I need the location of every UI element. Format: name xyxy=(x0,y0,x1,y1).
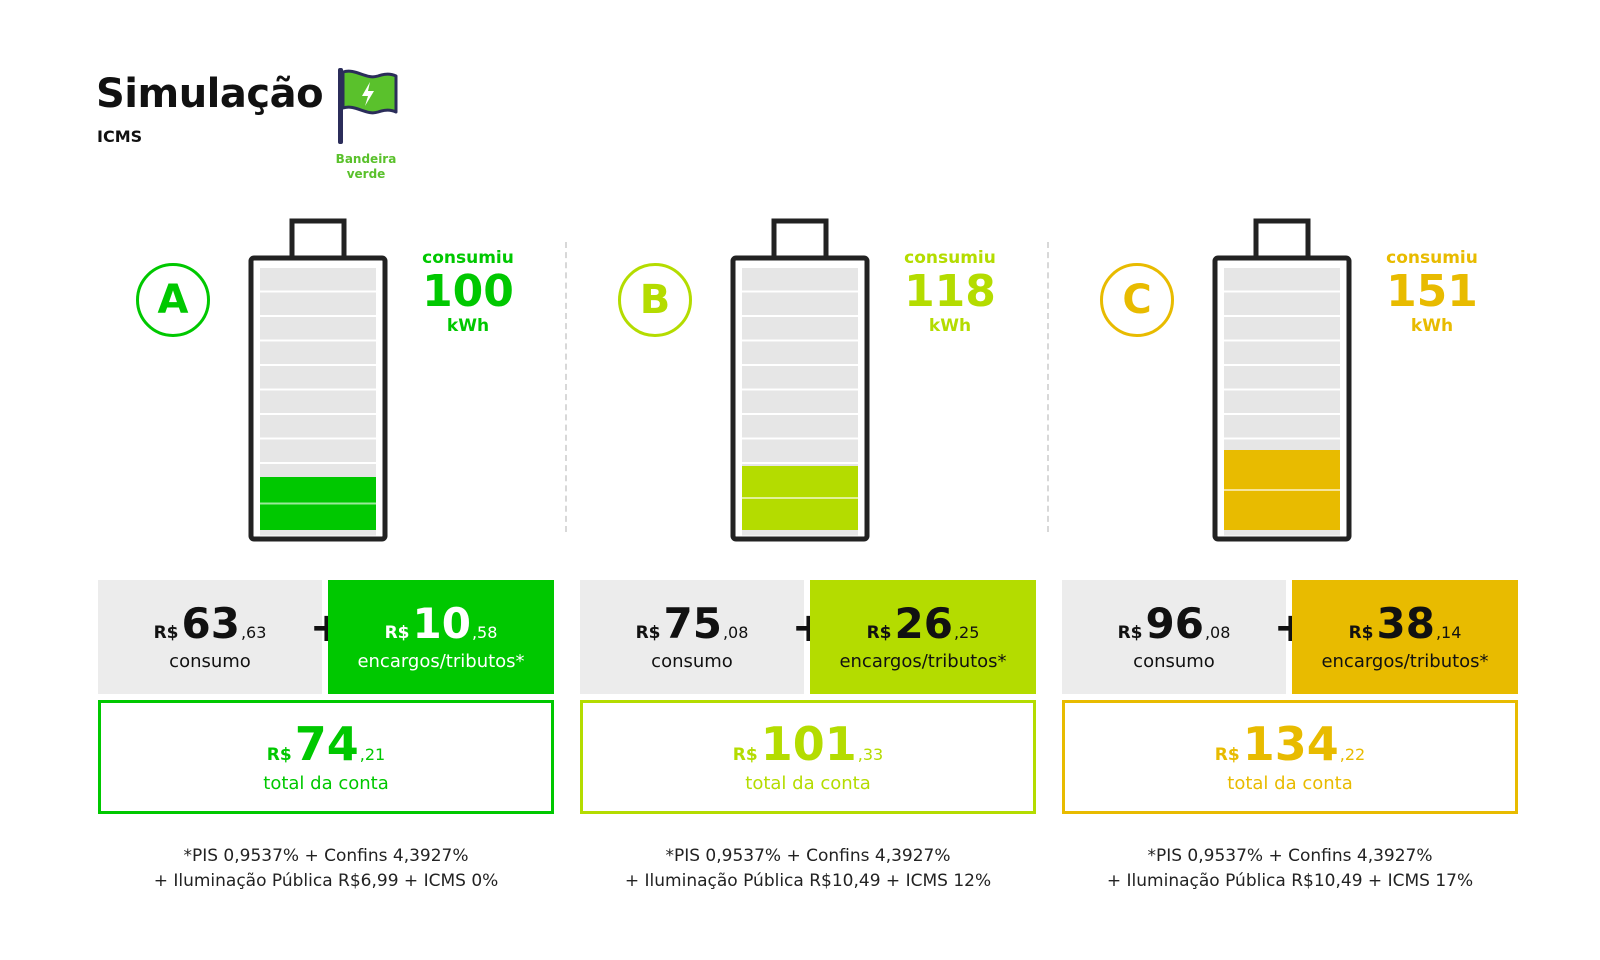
lightning-icon xyxy=(362,82,374,106)
usage-unit: kWh xyxy=(928,316,972,336)
battery-icon xyxy=(730,218,870,542)
usage-label: consumiu xyxy=(904,248,996,268)
usage-value: 100 xyxy=(422,266,514,317)
usage-unit: kWh xyxy=(1410,316,1454,336)
flag-icon xyxy=(338,68,398,144)
encargos-label: encargos/tributos* xyxy=(357,650,525,672)
usage-readout: consumiu 100 kWh xyxy=(408,248,528,336)
usage-label: consumiu xyxy=(1386,248,1478,268)
consumo-box: R$ 75,08 consumo xyxy=(580,580,804,694)
footnote: *PIS 0,9537% + Confins 4,3927% + Iluminaç… xyxy=(624,846,992,891)
total-box: R$ 74,21 total da conta xyxy=(98,700,554,814)
usage-label: consumiu xyxy=(422,248,514,268)
consumo-label: consumo xyxy=(1133,650,1215,672)
total-box: R$ 101,33 total da conta xyxy=(580,700,1036,814)
page-subtitle: ICMS xyxy=(97,127,143,146)
footnote: *PIS 0,9537% + Confins 4,3927% + Iluminaç… xyxy=(153,846,499,891)
usage-value: 118 xyxy=(904,266,996,317)
consumo-label: consumo xyxy=(169,650,251,672)
battery-icon xyxy=(1212,218,1352,542)
encargos-box: R$ 26,25 encargos/tributos* xyxy=(810,580,1036,694)
total-label: total da conta xyxy=(745,772,871,794)
footnote: *PIS 0,9537% + Confins 4,3927% + Iluminaç… xyxy=(1106,846,1474,891)
page-title: Simulação xyxy=(96,71,324,117)
consumo-box: R$ 96,08 consumo xyxy=(1062,580,1286,694)
usage-readout: consumiu 118 kWh xyxy=(890,248,1010,336)
total-box: R$ 134,22 total da conta xyxy=(1062,700,1518,814)
column-separator xyxy=(565,242,567,532)
scenario-letter-badge: C xyxy=(1100,263,1174,337)
usage-unit: kWh xyxy=(446,316,490,336)
encargos-box: R$ 38,14 encargos/tributos* xyxy=(1292,580,1518,694)
total-label: total da conta xyxy=(1227,772,1353,794)
encargos-label: encargos/tributos* xyxy=(1321,650,1489,672)
encargos-label: encargos/tributos* xyxy=(839,650,1007,672)
battery-icon xyxy=(248,218,388,542)
usage-readout: consumiu 151 kWh xyxy=(1372,248,1492,336)
encargos-box: R$ 10,58 encargos/tributos* xyxy=(328,580,554,694)
consumo-label: consumo xyxy=(651,650,733,672)
consumo-box: R$ 63,63 consumo xyxy=(98,580,322,694)
total-label: total da conta xyxy=(263,772,389,794)
scenario-letter-badge: A xyxy=(136,263,210,337)
column-separator xyxy=(1047,242,1049,532)
flag-label: Bandeira verde xyxy=(335,152,397,181)
scenario-letter-badge: B xyxy=(618,263,692,337)
usage-value: 151 xyxy=(1386,266,1478,317)
